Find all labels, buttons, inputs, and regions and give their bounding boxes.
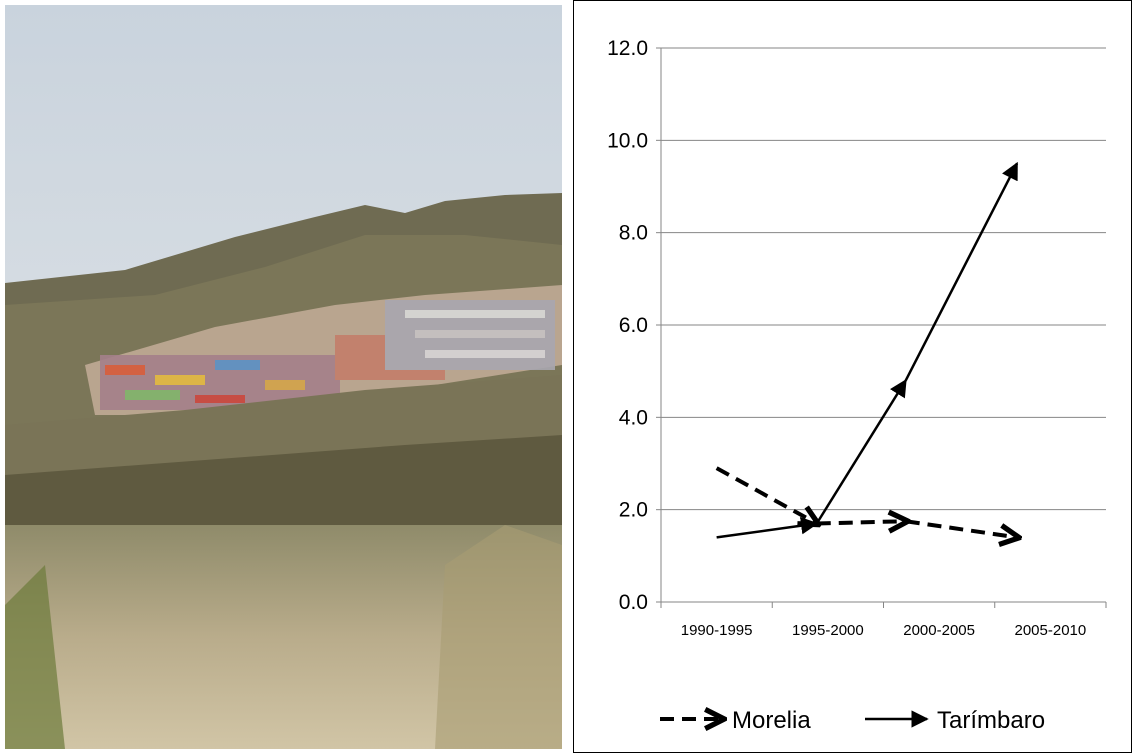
x-category-label: 2005-2010	[1015, 622, 1087, 639]
series-segment	[715, 466, 817, 523]
series-segment	[905, 519, 1017, 537]
x-category-label: 1995-2000	[792, 622, 864, 639]
gridlines	[661, 47, 1106, 511]
series-morelia	[715, 466, 1017, 537]
x-category-label: 2000-2005	[903, 622, 975, 639]
legend: Morelia Tarímbaro	[660, 707, 1045, 734]
legend-item: Tarímbaro	[865, 707, 1045, 734]
axes: 0.0 2.0 4.0 6.0 8.0 10.0 12.0 1990-1995 1995-200…	[607, 37, 1107, 639]
legend-label: Tarímbaro	[937, 707, 1045, 734]
series-segment	[716, 517, 819, 539]
series-lines	[715, 161, 1019, 539]
y-tick-label: 4.0	[619, 406, 648, 429]
line-chart: 0.0 2.0 4.0 6.0 8.0 10.0 12.0 1990-1995 1995-200…	[607, 37, 1107, 734]
y-tick-label: 8.0	[619, 222, 648, 245]
series-tarmbaro	[716, 161, 1019, 539]
hillside-photo	[5, 5, 562, 749]
y-tick-label: 10.0	[607, 129, 648, 152]
x-category-label: 1990-1995	[681, 622, 753, 639]
chart-panel: 0.0 2.0 4.0 6.0 8.0 10.0 12.0 1990-1995 1995-200…	[573, 0, 1132, 753]
legend-label: Morelia	[732, 707, 811, 734]
y-tick-label: 6.0	[619, 314, 648, 337]
series-segment	[904, 161, 1019, 381]
y-tick-label: 12.0	[607, 37, 648, 60]
y-tick-label: 2.0	[619, 499, 648, 522]
legend-item: Morelia	[660, 707, 811, 734]
y-tick-label: 0.0	[619, 591, 648, 614]
series-segment	[816, 521, 906, 523]
series-segment	[815, 378, 907, 525]
photo-illustration	[5, 5, 562, 749]
